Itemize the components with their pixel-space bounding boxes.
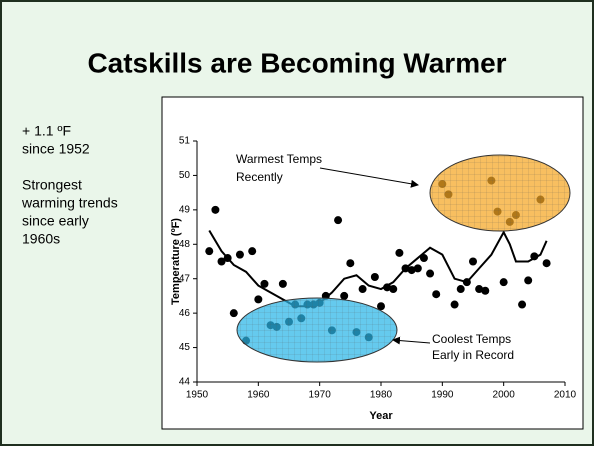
x-tick-label: 1960: [247, 390, 270, 401]
data-point: [217, 257, 226, 266]
data-point: [389, 285, 398, 294]
annotation-arrow: [392, 336, 431, 345]
data-point: [419, 254, 428, 263]
data-point: [260, 279, 269, 288]
data-point: [223, 254, 232, 263]
data-point: [456, 285, 465, 294]
highlight-pattern: [237, 298, 397, 362]
data-point: [401, 264, 410, 273]
data-point: [481, 286, 490, 295]
data-point: [340, 291, 349, 300]
y-tick-label: 49: [179, 204, 191, 215]
data-point: [518, 300, 527, 309]
y-tick-label: 46: [179, 308, 191, 319]
slide-title: Catskills are Becoming Warmer: [87, 47, 506, 78]
y-tick-label: 50: [179, 170, 191, 181]
x-tick-label: 1950: [186, 390, 209, 401]
annotation: Warmest Temps: [236, 152, 322, 166]
annotation-arrow: [319, 167, 419, 188]
annotation: Recently: [236, 170, 283, 184]
data-point: [475, 285, 484, 294]
data-point: [530, 252, 539, 261]
data-point: [413, 264, 422, 273]
highlight-pattern: [430, 155, 570, 231]
y-tick-label: 44: [179, 377, 191, 388]
sidebar-text: 1960s: [22, 231, 60, 247]
data-point: [377, 302, 385, 311]
data-point: [346, 259, 355, 268]
data-point: [432, 290, 441, 299]
y-tick-label: 48: [179, 239, 191, 250]
data-point: [370, 272, 379, 281]
y-tick-label: 47: [179, 273, 191, 284]
data-point: [524, 276, 533, 285]
sidebar: + 1.1 ºF since 1952 Strongest warming trend…: [21, 123, 118, 247]
sidebar-text: Strongest: [22, 177, 82, 193]
annotation: Early in Record: [432, 348, 514, 362]
x-tick-label: 1990: [431, 390, 454, 401]
sidebar-text: since early: [22, 213, 89, 229]
y-tick-label: 45: [179, 342, 191, 353]
data-point: [358, 285, 367, 294]
y-axis-label: Temperature (ºF): [170, 218, 182, 305]
data-point: [205, 247, 214, 256]
data-point: [278, 279, 287, 288]
sidebar-text: since 1952: [22, 141, 90, 157]
data-point: [334, 216, 343, 225]
y-tick-label: 51: [179, 136, 191, 147]
annotation: Coolest Temps: [432, 332, 511, 346]
data-point: [383, 283, 392, 292]
x-axis-label: Year: [369, 410, 393, 422]
data-point: [254, 295, 263, 304]
x-tick-label: 1980: [370, 390, 393, 401]
x-tick-label: 1970: [309, 390, 332, 401]
data-point: [229, 309, 238, 318]
data-point: [469, 257, 477, 266]
data-point: [248, 247, 257, 256]
sidebar-text: warming trends: [21, 195, 118, 211]
data-point: [426, 269, 435, 278]
data-point: [235, 250, 244, 259]
x-tick-label: 2010: [554, 390, 577, 401]
data-point: [499, 278, 508, 287]
chart: 44 45 46 47 48 49 50 51 1950 1960 1970 1980 1990 2000…: [170, 136, 577, 422]
data-point: [542, 259, 551, 268]
sidebar-text: + 1.1 ºF: [22, 123, 71, 139]
data-point: [395, 248, 404, 257]
data-point: [407, 266, 416, 275]
data-point: [462, 278, 471, 287]
x-tick-label: 2000: [493, 390, 516, 401]
data-point: [211, 205, 220, 214]
data-point: [450, 300, 459, 309]
